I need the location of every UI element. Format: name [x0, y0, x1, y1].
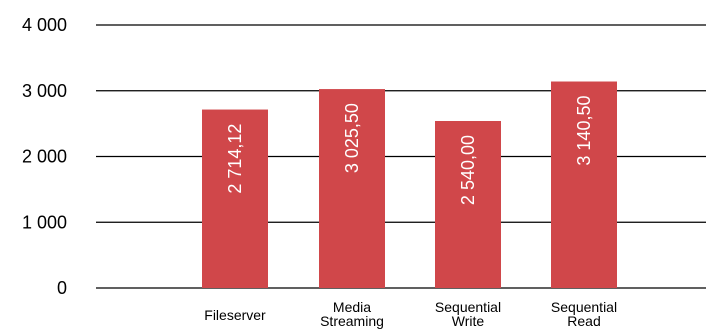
x-axis-category-labels: Fileserver Media Streaming Sequential Write S…: [204, 299, 617, 329]
y-tick-label: 0: [57, 278, 67, 298]
x-tick-label: Fileserver: [204, 307, 266, 323]
bar-data-label: 3 140,50: [574, 96, 594, 166]
bar: [202, 109, 268, 289]
x-tick-label: Media Streaming: [320, 299, 384, 329]
bar: [435, 120, 501, 289]
bar-data-label: 2 714,12: [225, 124, 245, 194]
y-tick-label: 3 000: [22, 81, 67, 101]
bar: [319, 89, 385, 289]
x-tick-label: Sequential Write: [435, 299, 501, 329]
y-tick-label: 1 000: [22, 212, 67, 232]
y-tick-label: 2 000: [22, 147, 67, 167]
y-tick-label: 4 000: [22, 15, 67, 35]
bar-data-label: 3 025,50: [342, 103, 362, 173]
x-tick-label: Sequential Read: [551, 299, 617, 329]
y-axis-tick-labels: 0 1 000 2 000 3 000 4 000: [22, 15, 67, 298]
bar-data-label: 2 540,00: [458, 135, 478, 205]
bars: [202, 81, 617, 289]
bar-data-labels: 2 714,12 3 025,50 2 540,00 3 140,50: [225, 96, 594, 206]
bar: [551, 81, 617, 289]
